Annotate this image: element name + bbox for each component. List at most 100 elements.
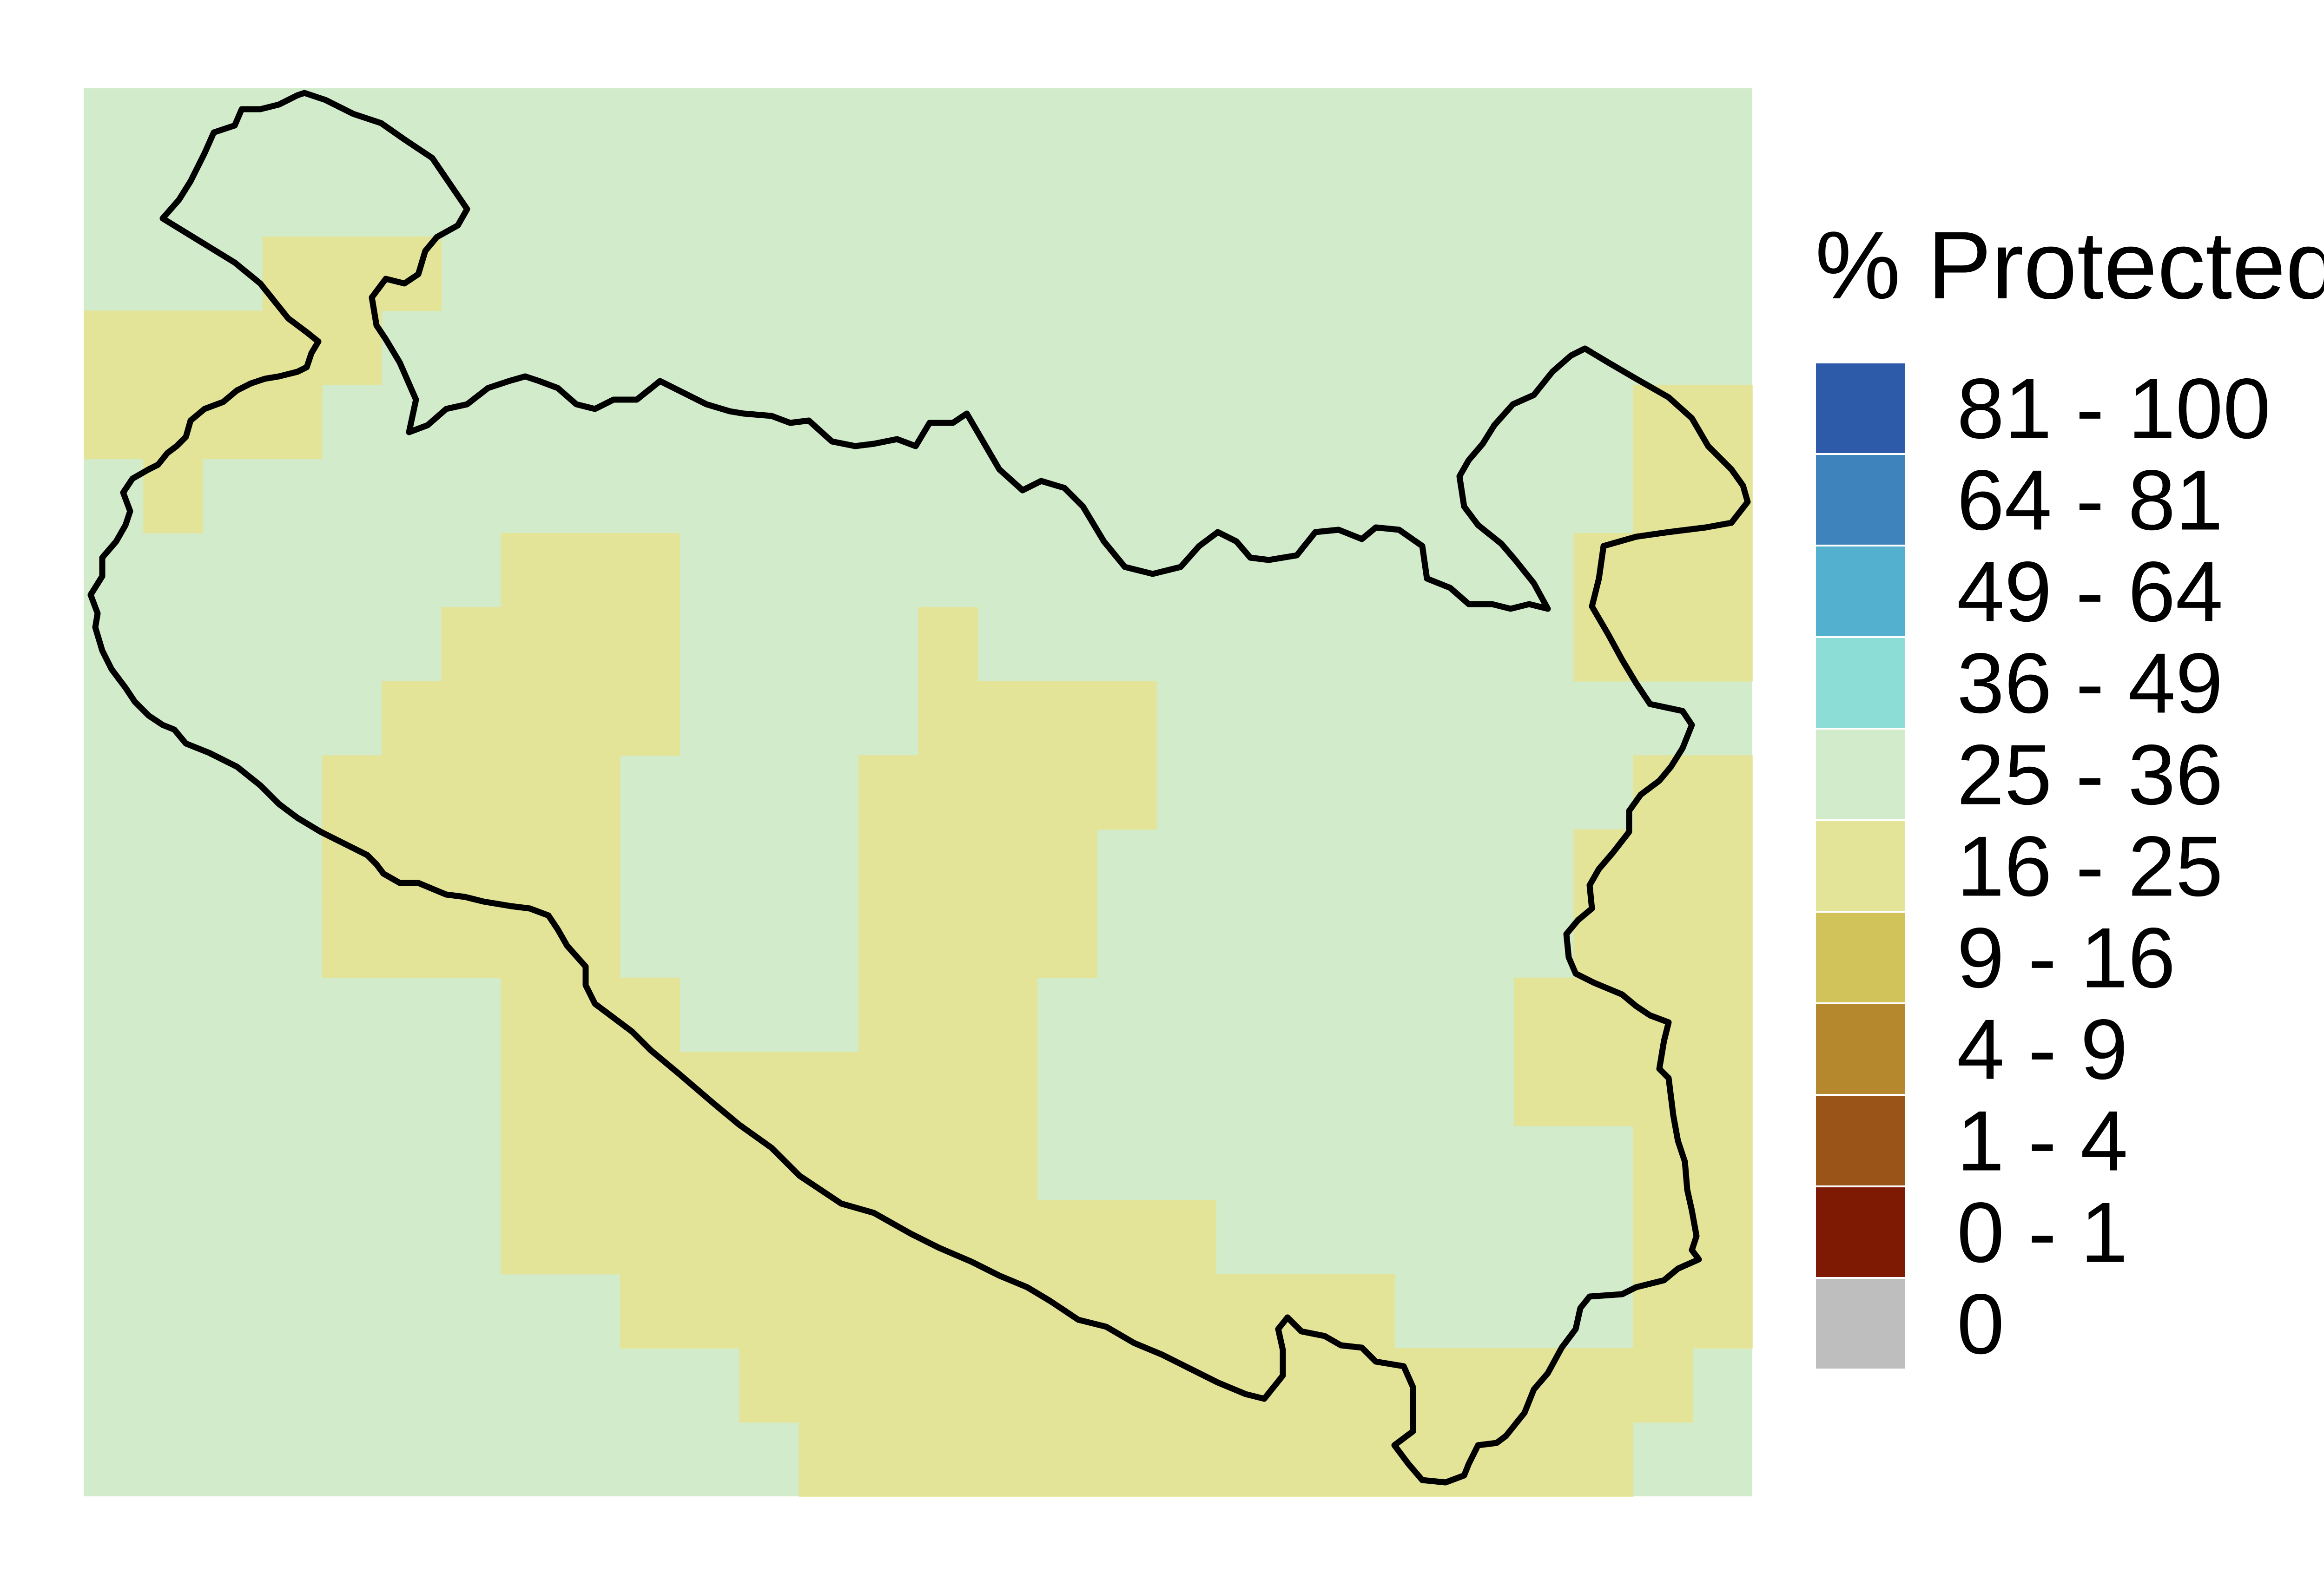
grid-cell-16-25 [143,459,204,533]
grid-cell-16-25 [858,1274,918,1349]
legend-swatch [1814,1185,1907,1279]
grid-cell-16-25 [799,1274,859,1349]
grid-cell-16-25 [977,977,1038,1052]
grid-cell-16-25 [918,977,978,1052]
grid-cell-16-25 [560,607,621,682]
grid-cell-16-25 [501,1200,561,1275]
grid-cell-16-25 [918,1422,978,1497]
grid-cell-16-25 [1096,681,1157,756]
grid-cell-16-25 [858,1348,918,1423]
grid-cell-16-25 [441,903,502,978]
grid-cell-16-25 [501,1052,561,1126]
grid-cell-16-25 [1096,1422,1157,1497]
legend-label: 0 [1957,1276,2004,1372]
grid-cell-16-25 [1633,533,1693,608]
grid-cell-16-25 [858,829,918,904]
grid-cell-16-25 [441,681,502,756]
grid-cell-16-25 [501,829,561,904]
grid-cell-16-25 [1633,607,1693,682]
grid-cell-16-25 [1633,459,1693,533]
grid-cell-16-25 [918,1052,978,1126]
legend-label: 36 - 49 [1957,635,2223,731]
grid-cell-16-25 [680,1274,740,1349]
grid-cell-16-25 [1692,607,1753,682]
legend-swatch [1814,728,1907,821]
grid-cell-16-25 [203,310,263,385]
grid-cell-16-25 [322,903,382,978]
grid-cell-16-25 [918,829,978,904]
legend-label: 81 - 100 [1957,361,2271,456]
legend-swatch [1814,545,1907,638]
grid-cell-16-25 [858,1126,918,1200]
legend-swatch [1814,1094,1907,1187]
grid-cell-16-25 [858,1052,918,1126]
grid-cell-16-25 [977,1348,1038,1423]
grid-cell-16-25 [620,1274,680,1349]
grid-cell-16-25 [739,1348,799,1423]
grid-cell-16-25 [1514,977,1574,1052]
grid-cell-16-25 [1692,977,1753,1052]
grid-cell-16-25 [322,829,382,904]
grid-cell-16-25 [620,1126,680,1200]
grid-cell-16-25 [680,1126,740,1200]
grid-cell-16-25 [1692,384,1753,460]
grid-cell-16-25 [620,977,680,1052]
grid-cell-16-25 [858,903,918,978]
grid-cell-16-25 [1633,1200,1693,1275]
grid-cell-16-25 [501,1126,561,1200]
grid-cell-16-25 [1514,1422,1574,1497]
legend-label: 1 - 4 [1957,1093,2128,1189]
grid-cell-16-25 [1692,533,1753,608]
grid-cell-16-25 [560,1126,621,1200]
grid-cell-16-25 [1216,1274,1276,1349]
legend-label: 9 - 16 [1957,910,2176,1006]
grid-cell-16-25 [977,755,1038,830]
legend-label: 16 - 25 [1957,818,2223,914]
grid-cell-16-25 [918,1274,978,1349]
grid-cell-16-25 [501,533,561,608]
grid-cell-16-25 [799,1348,859,1423]
grid-cell-16-25 [918,903,978,978]
grid-cell-16-25 [1692,1052,1753,1126]
grid-cell-16-25 [1573,1052,1634,1126]
grid-cell-16-25 [1692,1126,1753,1200]
grid-cell-16-25 [501,977,561,1052]
legend-label: 25 - 36 [1957,727,2223,823]
grid-cell-16-25 [680,1200,740,1275]
grid-cell-16-25 [143,310,204,385]
grid-cell-16-25 [1037,755,1097,830]
grid-cell-16-25 [501,755,561,830]
grid-cell-16-25 [1335,1348,1395,1423]
grid-cell-16-25 [322,310,382,385]
grid-cell-16-25 [382,681,442,756]
grid-cell-16-25 [799,1200,859,1275]
grid-cell-16-25 [918,755,978,830]
grid-cell-16-25 [1633,1348,1693,1423]
grid-cell-16-25 [620,1200,680,1275]
grid-cell-16-25 [620,1052,680,1126]
grid-cell-16-25 [977,1052,1038,1126]
grid-cell-16-25 [441,755,502,830]
grid-cell-16-25 [1096,1348,1157,1423]
grid-cell-16-25 [560,755,621,830]
grid-cell-16-25 [799,1422,859,1497]
grid-cell-16-25 [1394,1348,1455,1423]
grid-cell-16-25 [1692,755,1753,830]
grid-cell-16-25 [441,829,502,904]
legend-title: % Protected [1815,211,2324,319]
grid-cell-16-25 [501,607,561,682]
grid-cell-16-25 [918,1126,978,1200]
grid-cell-16-25 [620,681,680,756]
grid-cell-16-25 [739,1052,799,1126]
legend-label: 4 - 9 [1957,1001,2128,1097]
legend-label: 64 - 81 [1957,452,2223,548]
grid-cell-16-25 [620,533,680,608]
grid-cell-16-25 [977,829,1038,904]
grid-cell-16-25 [1573,1422,1634,1497]
grid-cell-16-25 [977,903,1038,978]
legend-swatch [1814,819,1907,913]
region-outline [87,90,1751,1486]
